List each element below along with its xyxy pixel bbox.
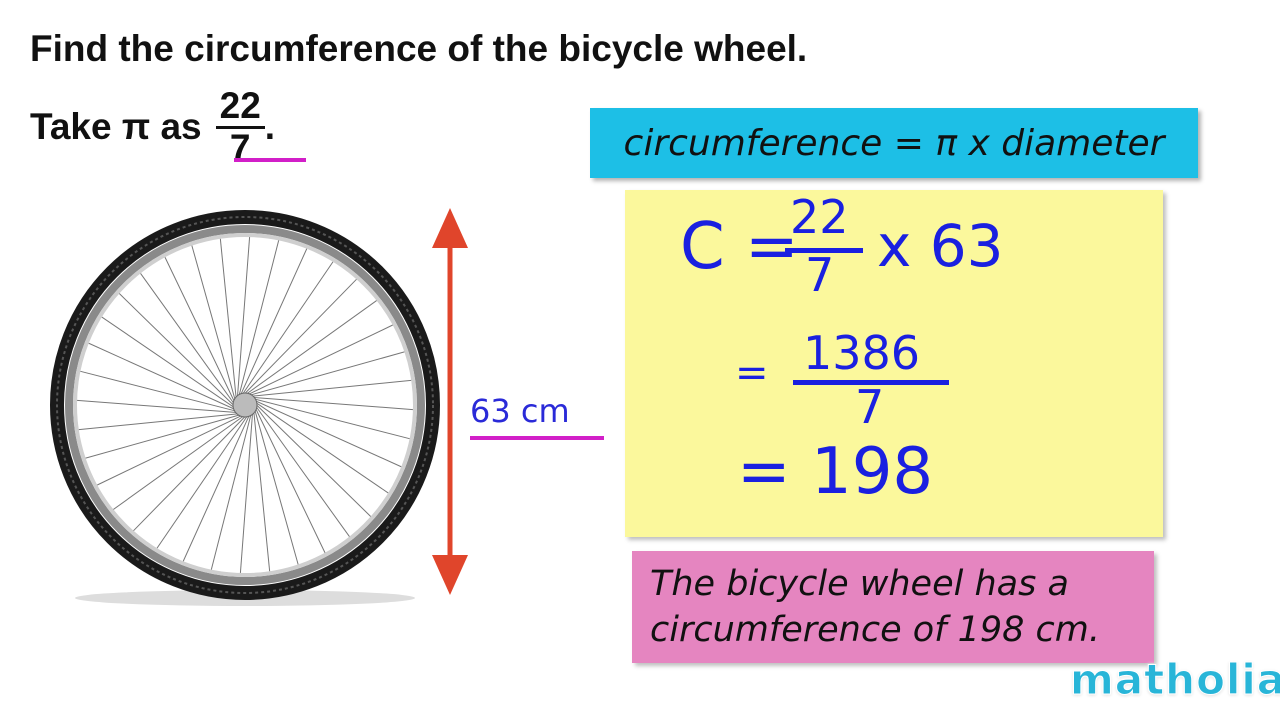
diameter-arrow <box>432 208 468 595</box>
wheel-spoke <box>244 300 377 396</box>
wheel-spoke <box>78 413 241 431</box>
wheel-spoke <box>253 399 402 468</box>
bicycle-wheel-image <box>50 210 440 600</box>
pi-fraction: 22 7 <box>215 86 265 168</box>
pi-denominator: 7 <box>229 127 251 168</box>
working-denominator-1: 7 <box>805 248 835 302</box>
question-line-1: Find the circumference of the bicycle wh… <box>30 28 808 69</box>
wheel-spoke <box>242 278 357 396</box>
wheel-spoke <box>253 409 271 572</box>
wheel-spoke <box>191 245 237 402</box>
wheel-spoke <box>140 273 236 406</box>
wheel-spoke <box>251 396 413 411</box>
wheel-spoke <box>252 398 410 440</box>
wheel-spoke <box>156 414 249 549</box>
wheel-spoke <box>80 370 238 412</box>
wheel-spoke <box>241 261 334 396</box>
working-times-63: x 63 <box>877 212 1004 280</box>
wheel-spoke <box>254 404 350 537</box>
wheel-spoke <box>254 406 326 553</box>
question-suffix: . <box>264 105 276 147</box>
fraction-bar-1 <box>785 248 863 253</box>
wheel-spoke <box>239 248 308 397</box>
working-denominator-2: 7 <box>855 380 885 434</box>
question-line-2: Take π as 22 7 . <box>30 86 275 167</box>
answer-box: The bicycle wheel has a circumference of… <box>632 551 1154 663</box>
wheel-spoke <box>249 379 412 397</box>
wheel-spoke <box>254 401 389 494</box>
working-numerator-1: 22 <box>790 190 849 244</box>
wheel-spoke <box>101 316 236 409</box>
answer-line-1: The bicycle wheel has a <box>650 564 1069 604</box>
wheel-spoke <box>85 413 242 459</box>
wheel-spoke <box>254 402 372 517</box>
diameter-label: 63 cm <box>470 392 570 430</box>
wheel-spoke <box>164 257 236 404</box>
working-equals-2: = <box>735 350 769 396</box>
matholia-logo: matholia <box>1069 655 1280 705</box>
bicycle-wheel-diagram <box>50 208 468 606</box>
formula-box: circumference = π x diameter <box>590 108 1198 178</box>
working-c-equals: C = <box>680 210 799 284</box>
wheel-spoke <box>210 412 252 570</box>
wheel-spoke <box>118 293 236 408</box>
wheel-spoke <box>238 240 280 398</box>
wheel-spoke <box>219 238 237 401</box>
wheel-spoke <box>246 324 393 396</box>
working-box: C = 22 7 x 63 = 1386 7 = 198 <box>625 190 1163 537</box>
wheel-spoke <box>182 413 251 562</box>
pi-underline <box>234 158 306 162</box>
question-prefix: Take π as <box>30 105 202 147</box>
wheel-spoke <box>88 342 237 411</box>
working-numerator-2: 1386 <box>803 326 921 380</box>
wheel-spoke <box>253 408 299 565</box>
wheel-spoke <box>133 414 248 532</box>
wheel-spoke <box>239 411 254 573</box>
wheel-spoke <box>77 399 239 414</box>
wheel-spoke <box>97 414 244 486</box>
wheel-spoke <box>113 414 246 510</box>
pi-numerator: 22 <box>215 86 265 129</box>
wheel-spoke <box>248 351 405 397</box>
fraction-bar-2 <box>793 380 949 385</box>
working-result: = 198 <box>737 435 934 509</box>
answer-line-2: circumference of 198 cm. <box>650 610 1100 650</box>
wheel-spoke <box>236 237 251 399</box>
diameter-underline <box>470 436 604 440</box>
